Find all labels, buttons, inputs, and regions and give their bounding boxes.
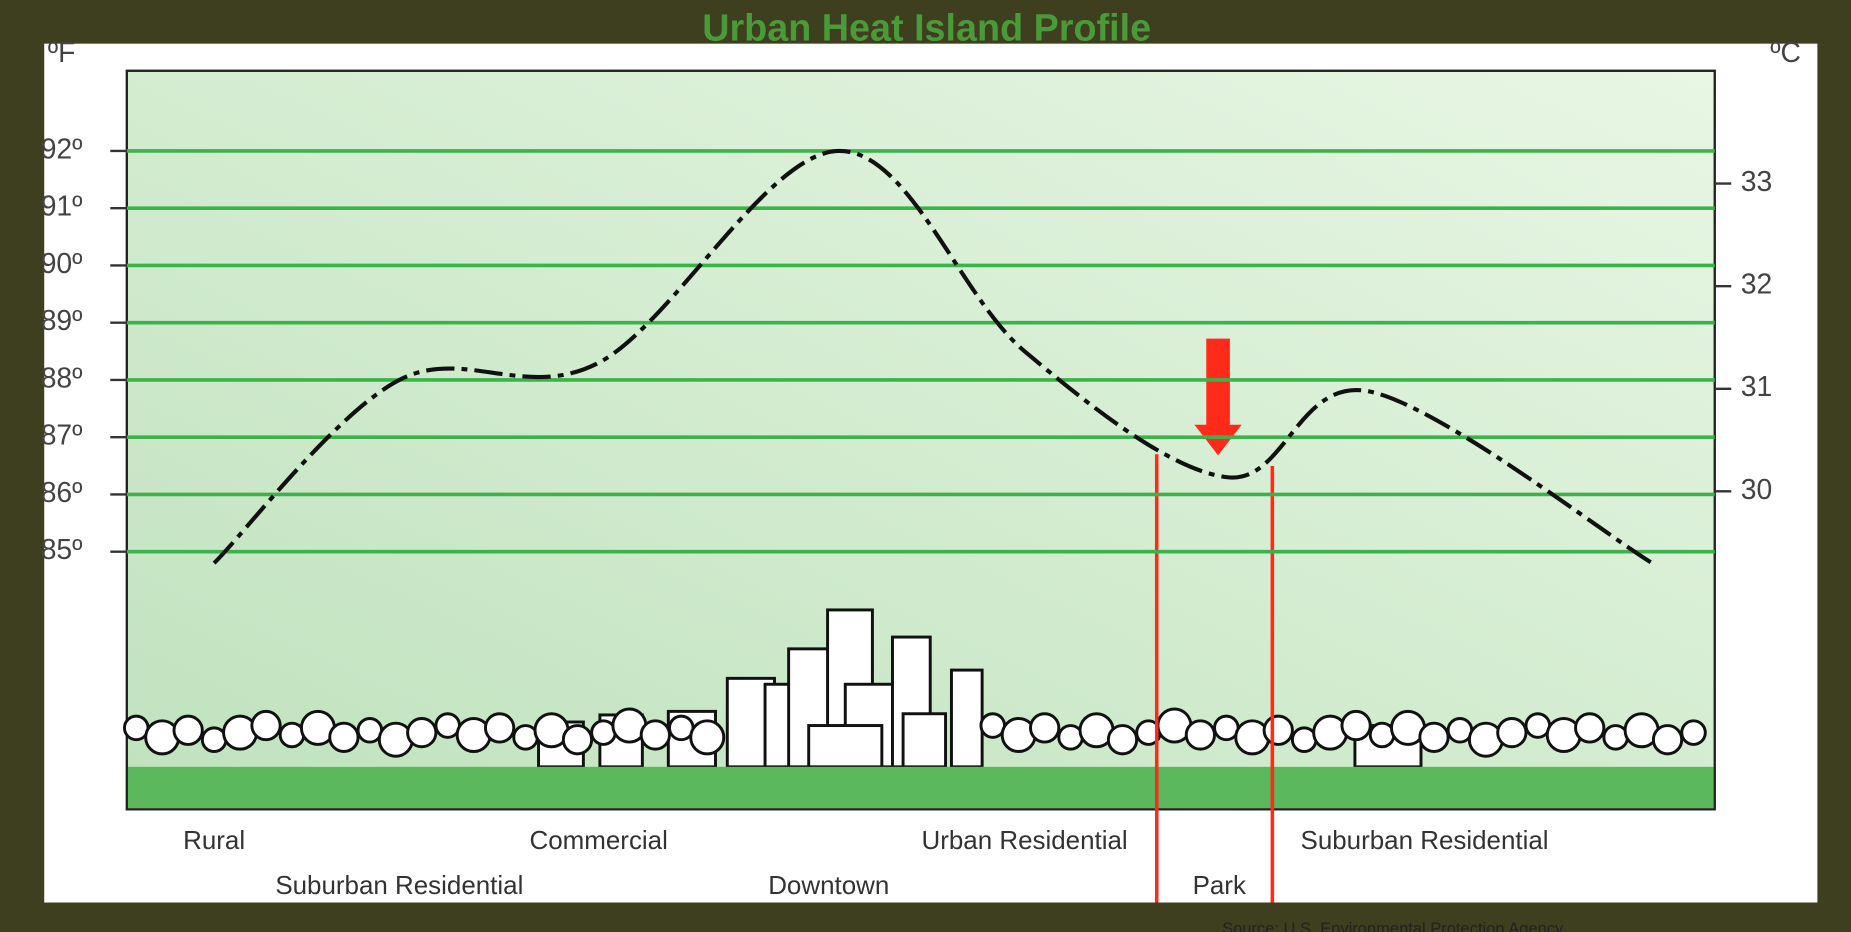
x-tick-label: Suburban Residential: [275, 872, 523, 900]
tree: [1262, 714, 1294, 746]
park-arrow: [1194, 338, 1242, 456]
y-axis-label: ºF: [48, 36, 76, 68]
x-tick-label: Park: [1193, 872, 1246, 900]
source-note: Source: U.S. Environmental Protection Ag…: [1222, 920, 1564, 932]
y-tick-label: 90º: [41, 247, 83, 279]
x-tick-label: Suburban Residential: [1301, 827, 1549, 855]
tree: [328, 721, 360, 753]
tree: [1184, 719, 1217, 751]
tree: [406, 716, 438, 749]
tree: [639, 719, 671, 751]
y-tick-label: 92º: [41, 132, 83, 164]
tree: [1680, 719, 1707, 746]
x-tick-label: Rural: [183, 827, 245, 855]
x-tick-label: Commercial: [530, 827, 668, 855]
x-tick-label: Urban Residential: [922, 827, 1128, 855]
tree: [1496, 716, 1528, 749]
y-tick-label: 88º: [41, 361, 83, 393]
tree: [1574, 712, 1606, 744]
y-tick-label: 85º: [41, 533, 83, 565]
y-tick-label: 91º: [41, 190, 83, 222]
grass: [127, 766, 1714, 809]
y2-tick-label: 30: [1741, 473, 1772, 505]
y2-tick-label: 33: [1741, 165, 1772, 197]
tree: [561, 724, 594, 756]
y-tick-label: 89º: [41, 304, 83, 336]
y2-tick-label: 32: [1741, 268, 1772, 300]
tree: [483, 712, 516, 744]
tree: [172, 714, 204, 746]
y2-axis-label: ºC: [1770, 36, 1801, 68]
chart-title: Urban Heat Island Profile: [702, 7, 1151, 49]
skyline: [122, 608, 1707, 769]
tree: [1029, 712, 1061, 744]
tree: [1340, 709, 1372, 742]
y2-tick-label: 31: [1741, 370, 1772, 402]
tree: [1651, 724, 1684, 756]
building: [901, 712, 948, 769]
tree: [1106, 724, 1139, 756]
tree: [250, 709, 282, 742]
y-tick-label: 87º: [41, 419, 83, 451]
temperature-line: [212, 148, 1654, 565]
tree: [689, 719, 726, 756]
x-tick-label: Downtown: [768, 872, 889, 900]
tree: [1418, 721, 1450, 753]
y-tick-label: 86º: [41, 476, 83, 508]
building: [807, 724, 884, 769]
building: [949, 668, 984, 769]
